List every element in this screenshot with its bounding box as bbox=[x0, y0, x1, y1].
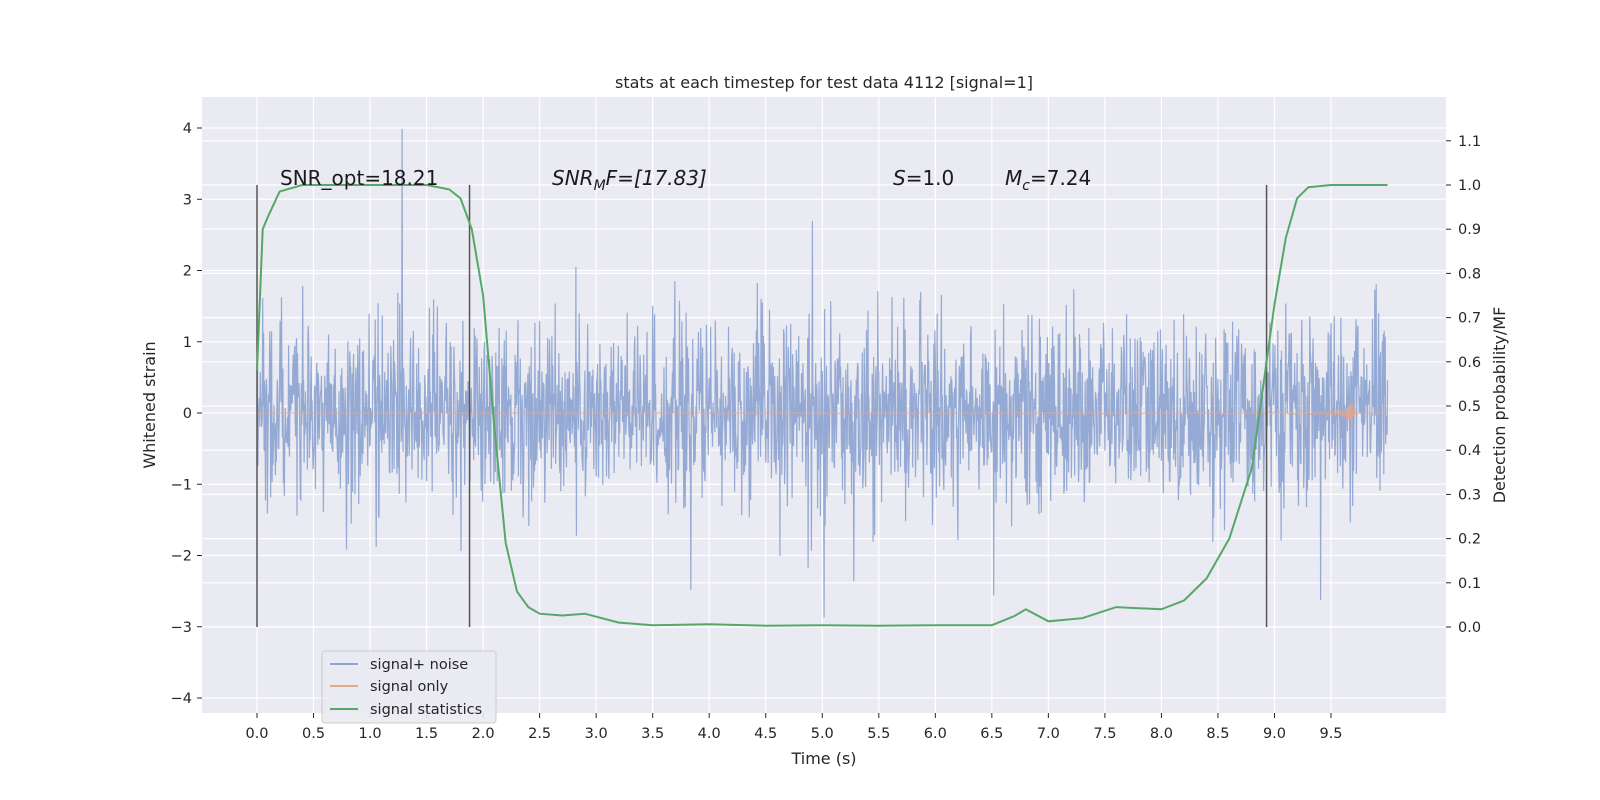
x-tick-label: 1.5 bbox=[415, 726, 438, 742]
y2-tick-label: 1.0 bbox=[1458, 178, 1481, 194]
y2-axis-label: Detection probability/MF bbox=[1490, 307, 1509, 504]
snr-mf-sub: M bbox=[594, 178, 606, 194]
x-tick-label: 6.5 bbox=[980, 726, 1003, 742]
x-tick-label: 5.5 bbox=[867, 726, 890, 742]
x-tick-label: 8.0 bbox=[1150, 726, 1173, 742]
x-axis-label: Time (s) bbox=[790, 749, 856, 768]
legend-label-signal-statistics: signal statistics bbox=[370, 702, 482, 718]
y-tick-label: −4 bbox=[171, 691, 192, 707]
legend-label-signal-noise: signal+ noise bbox=[370, 657, 468, 673]
vertical-markers bbox=[256, 185, 1268, 627]
y-tick-label: 1 bbox=[183, 335, 192, 351]
x-tick-label: 1.0 bbox=[359, 726, 382, 742]
x-tick-label: 0.0 bbox=[245, 726, 268, 742]
mc-sub: c bbox=[1022, 178, 1030, 194]
x-tick-label: 3.0 bbox=[585, 726, 608, 742]
x-tick-label: 8.5 bbox=[1206, 726, 1229, 742]
y2-axis-ticks: 1.1 1.0 0.9 0.8 0.7 0.6 0.5 0.4 0.3 0.2 0.1 0.0 bbox=[1446, 134, 1481, 636]
y-tick-label: 4 bbox=[183, 121, 192, 137]
annotation-s: S=1.0 bbox=[893, 166, 954, 190]
y2-tick-label: 0.9 bbox=[1458, 222, 1481, 238]
x-tick-label: 0.5 bbox=[302, 726, 325, 742]
y2-tick-label: 1.1 bbox=[1458, 134, 1481, 150]
mc-rest: =7.24 bbox=[1030, 166, 1091, 190]
annotation-snr-mf: SNRMF=[17.83] bbox=[552, 166, 707, 194]
y2-tick-label: 0.5 bbox=[1458, 399, 1481, 415]
x-tick-label: 2.0 bbox=[472, 726, 495, 742]
y2-tick-label: 0.1 bbox=[1458, 576, 1481, 592]
y2-tick-label: 0.2 bbox=[1458, 532, 1481, 548]
series-signal-only bbox=[257, 402, 1388, 430]
chart-title: stats at each timestep for test data 411… bbox=[615, 73, 1033, 92]
y-tick-label: 3 bbox=[183, 192, 192, 208]
x-tick-label: 9.0 bbox=[1263, 726, 1286, 742]
series-signal-noise bbox=[256, 128, 1389, 618]
legend: signal+ noise signal only signal statist… bbox=[321, 650, 497, 724]
annotation-snr-opt: SNR_opt=18.21 bbox=[280, 166, 438, 190]
x-tick-label: 7.5 bbox=[1093, 726, 1116, 742]
x-tick-label: 6.0 bbox=[924, 726, 947, 742]
y2-tick-label: 0.8 bbox=[1458, 266, 1481, 282]
x-tick-label: 4.5 bbox=[754, 726, 777, 742]
s-rest: =1.0 bbox=[906, 166, 955, 190]
x-tick-label: 7.0 bbox=[1037, 726, 1060, 742]
y-axis-ticks: 4 3 2 1 0 −1 −2 −3 −4 bbox=[171, 121, 202, 707]
legend-label-signal-only: signal only bbox=[370, 679, 449, 695]
mc-var: M bbox=[1005, 166, 1022, 190]
y-axis-label: Whitened strain bbox=[140, 341, 159, 468]
y-tick-label: −2 bbox=[171, 549, 192, 565]
y-tick-label: −3 bbox=[171, 620, 192, 636]
snr-mf-base: SNR bbox=[552, 166, 594, 190]
x-tick-label: 4.0 bbox=[698, 726, 721, 742]
y2-tick-label: 0.3 bbox=[1458, 487, 1481, 503]
s-var: S bbox=[893, 166, 906, 190]
series-signal-statistics bbox=[256, 184, 1388, 627]
y2-tick-label: 0.7 bbox=[1458, 311, 1481, 327]
y2-tick-label: 0.6 bbox=[1458, 355, 1481, 371]
legend-box bbox=[321, 650, 497, 724]
x-tick-label: 9.5 bbox=[1319, 726, 1342, 742]
y-tick-label: 0 bbox=[183, 406, 192, 422]
x-tick-label: 5.0 bbox=[811, 726, 834, 742]
y-tick-label: −1 bbox=[171, 477, 192, 493]
snr-mf-rest: F=[17.83] bbox=[606, 166, 707, 190]
x-axis-ticks: 0.0 0.5 1.0 1.5 2.0 2.5 3.0 3.5 4.0 4.5 5.0 5.5 6.0 6… bbox=[245, 713, 1343, 742]
x-tick-label: 2.5 bbox=[528, 726, 551, 742]
y-tick-label: 2 bbox=[183, 264, 192, 280]
annotation-mc: Mc=7.24 bbox=[1005, 166, 1091, 194]
y2-tick-label: 0.0 bbox=[1458, 620, 1481, 636]
x-tick-label: 3.5 bbox=[641, 726, 664, 742]
y2-tick-label: 0.4 bbox=[1458, 443, 1481, 459]
